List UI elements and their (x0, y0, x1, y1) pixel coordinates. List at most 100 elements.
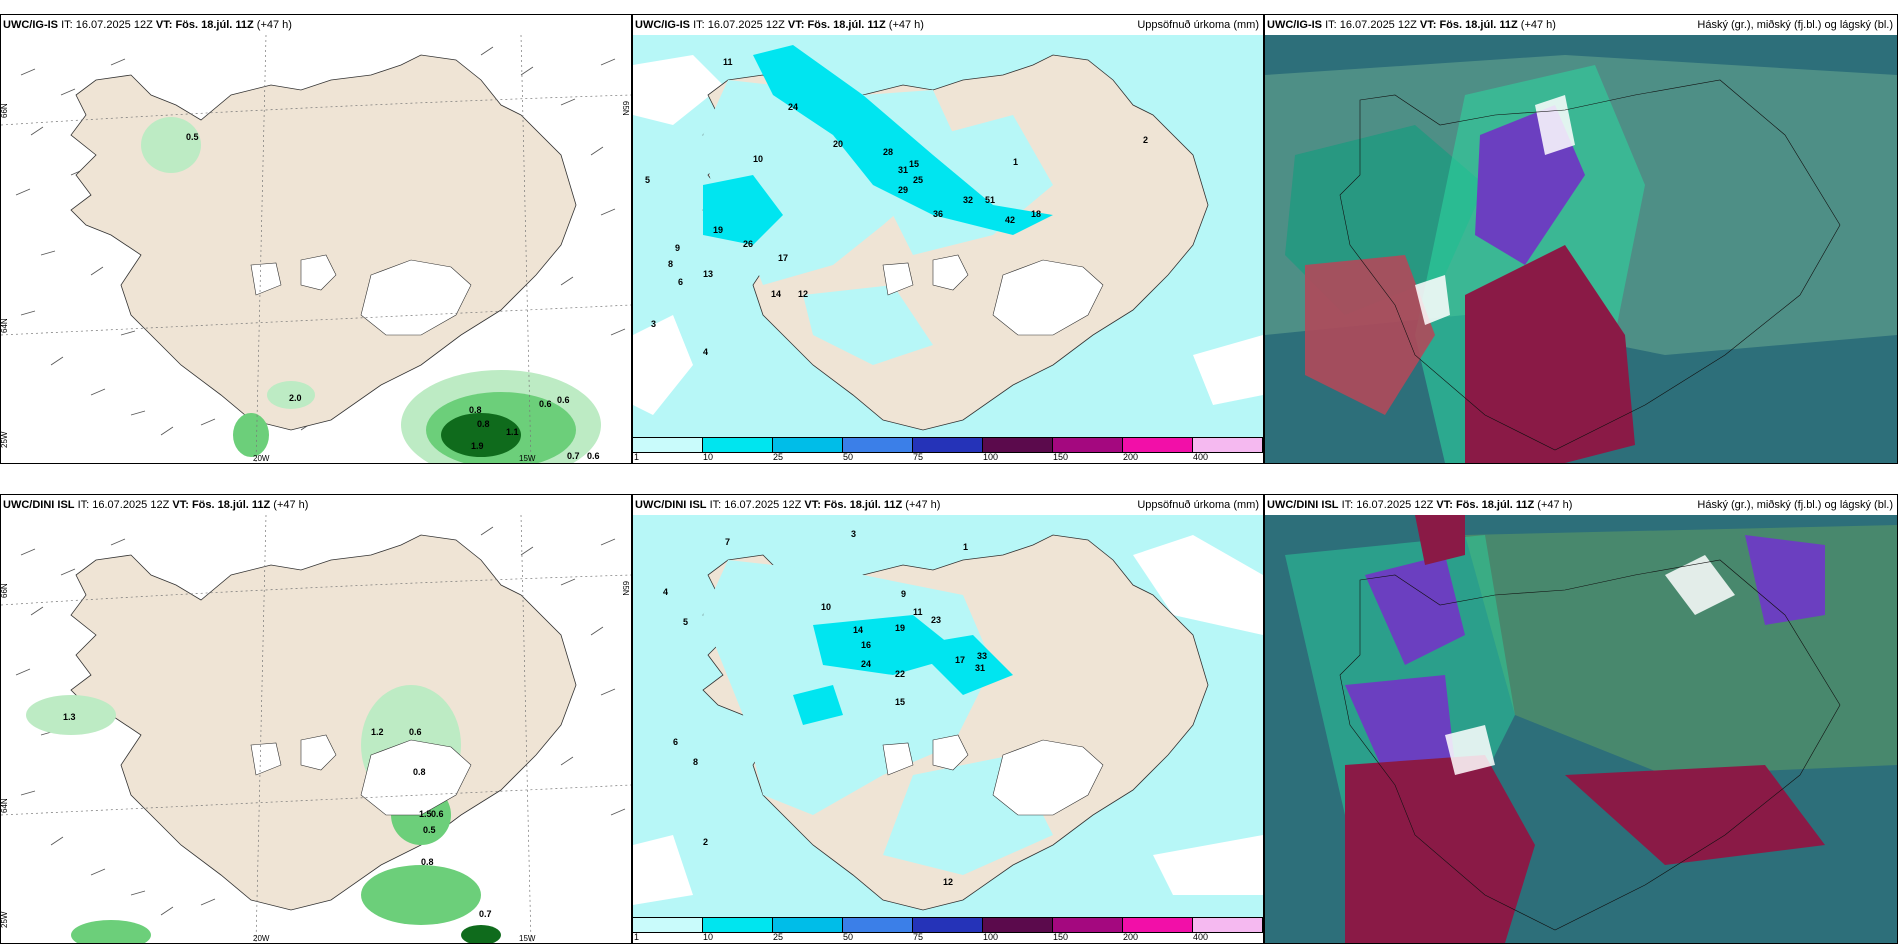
scale-label: 75 (913, 452, 924, 462)
scale-label: 100 (983, 932, 999, 942)
precip-map: 3 7 10 9 11 14 16 19 23 24 22 33 31 17 1… (633, 515, 1263, 917)
vt-value: Fös. 18.júl. 11Z (807, 19, 886, 31)
scale-swatch (1053, 918, 1123, 932)
wind-map: 0.5 2.0 0.8 0.8 1.1 1.9 0.6 0.6 0.7 0.6 … (1, 35, 631, 463)
precip-value: 6 (673, 737, 678, 747)
scale-label: 25 (773, 932, 784, 942)
lat-label-66n: 66N (1, 103, 9, 118)
precip-value: 32 (963, 195, 973, 205)
precip-value: 3 (651, 319, 656, 329)
gust-value: 0.7 (479, 909, 492, 919)
it-value: 16.07.2025 12Z (707, 19, 785, 31)
precip-value: 13 (703, 269, 713, 279)
precip-value: 11 (913, 607, 923, 617)
panel-header: UWC/IG-IS IT: 16.07.2025 12Z VT: Fös. 18… (1265, 15, 1897, 35)
precip-value: 2 (703, 837, 708, 847)
gust-value: 0.7 (567, 451, 580, 461)
precip-color-scale: 1 10 25 50 75 100 150 200 400 (633, 437, 1263, 463)
vt-value: Fös. 18.júl. 11Z (191, 499, 271, 511)
gust-shading (141, 117, 601, 463)
panel-header: UWC/IG-IS IT: 16.07.2025 12Z VT: Fös. 18… (1, 15, 631, 35)
gust-value: 1.1 (506, 427, 519, 437)
model-name: UWC/DINI ISL (3, 499, 75, 511)
precip-value: 4 (703, 347, 708, 357)
vt-label: VT: (804, 499, 821, 511)
gust-value: 1.5 (419, 809, 432, 819)
scale-label: 150 (1053, 932, 1069, 942)
model-name: UWC/IG-IS (635, 19, 690, 31)
vt-value: Fös. 18.júl. 11Z (1439, 19, 1518, 31)
precip-value: 36 (933, 209, 943, 219)
precip-value: 25 (913, 175, 923, 185)
it-value: 16.07.2025 12Z (724, 499, 802, 511)
lead-time: (+47 h) (1520, 19, 1556, 31)
precip-value: 11 (723, 57, 733, 67)
scale-label: 75 (913, 932, 924, 942)
scale-swatch (1193, 438, 1263, 452)
gust-value: 0.6 (557, 395, 570, 405)
precip-value: 3 (851, 529, 856, 539)
precip-value: 7 (725, 537, 730, 547)
scale-swatch (703, 918, 773, 932)
panel-title: Háský (gr.), miðský (fj.bl.) og lágský (… (1697, 19, 1893, 31)
lead-time: (+47 h) (273, 499, 309, 511)
precip-value: 9 (901, 589, 906, 599)
scale-swatch (843, 438, 913, 452)
it-value: 16.07.2025 12Z (1339, 19, 1417, 31)
gust-value: 0.5 (186, 132, 199, 142)
precip-map-panel-bottom: UWC/DINI ISL IT: 16.07.2025 12Z VT: Fös.… (632, 494, 1264, 944)
lat-label-65n: 65N (621, 581, 630, 596)
precip-value: 5 (645, 175, 650, 185)
scale-label: 400 (1193, 932, 1209, 942)
lat-label-64n: 64N (1, 798, 9, 813)
scale-label: 400 (1193, 452, 1209, 462)
scale-label: 200 (1123, 452, 1139, 462)
panel-title: Háský (gr.), miðský (fj.bl.) og lágský (… (1697, 499, 1893, 511)
precip-value: 1 (1013, 157, 1018, 167)
precip-value: 16 (861, 640, 871, 650)
precip-value: 31 (975, 663, 985, 673)
dry-sea-areas (633, 55, 1263, 415)
precip-value: 17 (778, 253, 788, 263)
gust-value: 0.8 (413, 767, 426, 777)
scale-swatch (983, 918, 1053, 932)
precip-value: 10 (821, 602, 831, 612)
scale-label: 10 (703, 452, 714, 462)
scale-swatch (843, 918, 913, 932)
glacier-hofsjokull (250, 262, 282, 296)
panel-title: Uppsöfnuð úrkoma (mm) (1137, 19, 1259, 31)
gust-value: 0.6 (431, 809, 444, 819)
precip-value: 22 (895, 669, 905, 679)
vt-label: VT: (155, 19, 173, 31)
it-value: 16.07.2025 12Z (92, 499, 170, 511)
scale-label: 200 (1123, 932, 1139, 942)
cloud-map-panel-bottom: UWC/DINI ISL IT: 16.07.2025 12Z VT: Fös.… (1264, 494, 1898, 944)
gust-value: 0.8 (421, 857, 434, 867)
lon-label-15w: 15W (519, 454, 536, 463)
precip-value: 9 (675, 243, 680, 253)
lead-time: (+47 h) (905, 499, 941, 511)
wind-map-panel-top: UWC/IG-IS IT: 16.07.2025 12Z VT: Fös. 18… (0, 14, 632, 464)
precip-value: 5 (683, 617, 688, 627)
precip-value: 20 (833, 139, 843, 149)
it-label: IT: (693, 19, 705, 31)
lon-label-15w: 15W (519, 934, 536, 943)
gust-value: 0.6 (409, 727, 422, 737)
glaciers (882, 254, 1104, 336)
lon-label-20w: 20W (253, 454, 270, 463)
precip-map-panel-top: UWC/IG-IS IT: 16.07.2025 12Z VT: Fös. 18… (632, 14, 1264, 464)
scale-label: 1 (634, 452, 640, 462)
precip-overland (703, 80, 1053, 365)
it-value: 16.07.2025 12Z (1356, 499, 1434, 511)
scale-swatch (1123, 918, 1193, 932)
precip-value: 4 (663, 587, 668, 597)
lat-label-65n: 65N (621, 101, 630, 116)
precip-value: 10 (753, 154, 763, 164)
precip-value: 6 (678, 277, 683, 287)
scale-swatch (913, 918, 983, 932)
gust-value: 0.5 (423, 825, 436, 835)
precip-value: 29 (898, 185, 908, 195)
lead-time: (+47 h) (1537, 499, 1573, 511)
lat-label-66n: 66N (1, 583, 9, 598)
scale-swatch (773, 438, 843, 452)
